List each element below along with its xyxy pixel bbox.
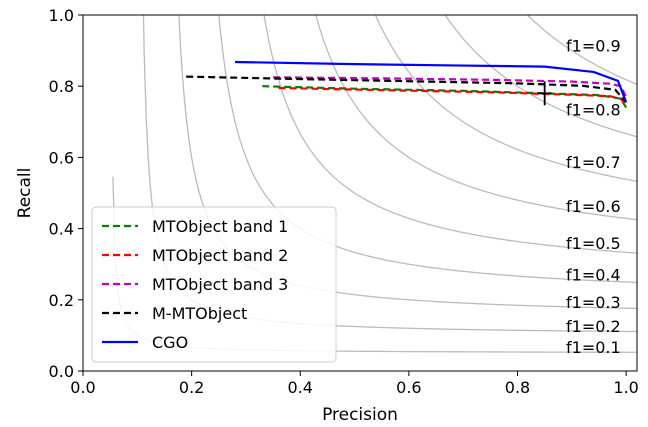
legend-label: MTObject band 3 bbox=[152, 275, 288, 294]
legend: MTObject band 1 MTObject band 2 MTObject b… bbox=[91, 206, 337, 363]
x-tick-label: 0.8 bbox=[505, 378, 530, 397]
pr-series bbox=[186, 60, 628, 109]
iso-f1-label: f1=0.1 bbox=[566, 338, 621, 357]
iso-f1-label: f1=0.3 bbox=[566, 293, 621, 312]
y-tick-label: 0.4 bbox=[49, 220, 74, 239]
iso-f1-curve bbox=[526, 15, 637, 86]
iso-f1-label: f1=0.2 bbox=[566, 317, 621, 336]
x-tick-label: 0.4 bbox=[288, 378, 313, 397]
operating-point-marker bbox=[537, 81, 552, 106]
x-tick-label: 0.2 bbox=[179, 378, 204, 397]
iso-f1-curve bbox=[263, 15, 637, 254]
plot-frame bbox=[82, 14, 638, 372]
y-tick-label: 0.6 bbox=[49, 148, 74, 167]
y-tick-label: 0.2 bbox=[49, 291, 74, 310]
x-axis-ticks: 0.0 0.2 0.4 0.6 0.8 1.0 bbox=[70, 371, 639, 397]
legend-box bbox=[91, 206, 337, 363]
legend-label: MTObject band 2 bbox=[152, 246, 288, 265]
x-axis-label: Precision bbox=[322, 405, 398, 425]
iso-f1-labels: f1=0.1 f1=0.2 f1=0.3 f1=0.4 f1=0.5 f1=0.6 f1=0… bbox=[566, 37, 621, 358]
legend-label: M-MTObject bbox=[152, 304, 247, 323]
iso-f1-label: f1=0.6 bbox=[566, 197, 621, 216]
legend-label: MTObject band 1 bbox=[152, 217, 288, 236]
x-tick-label: 1.0 bbox=[613, 378, 638, 397]
series-line bbox=[235, 60, 628, 103]
y-axis-label: Recall bbox=[15, 168, 35, 219]
y-tick-label: 0.8 bbox=[49, 77, 74, 96]
series-line bbox=[278, 86, 628, 107]
iso-f1-label: f1=0.7 bbox=[566, 153, 621, 172]
series-line bbox=[186, 75, 627, 103]
iso-f1-curve bbox=[444, 15, 637, 138]
legend-label: CGO bbox=[152, 333, 188, 352]
y-axis-ticks: 0.0 0.2 0.4 0.6 0.8 1.0 bbox=[49, 6, 83, 381]
iso-f1-label: f1=0.5 bbox=[566, 234, 621, 253]
iso-f1-label: f1=0.4 bbox=[566, 266, 621, 285]
y-tick-label: 0.0 bbox=[49, 362, 74, 381]
iso-f1-label: f1=0.8 bbox=[566, 101, 621, 120]
iso-f1-curve bbox=[374, 15, 637, 182]
x-tick-label: 0.0 bbox=[70, 378, 95, 397]
iso-f1-curve bbox=[315, 15, 637, 221]
iso-f1-label: f1=0.9 bbox=[566, 37, 621, 56]
x-tick-label: 0.6 bbox=[396, 378, 421, 397]
y-tick-label: 1.0 bbox=[49, 6, 74, 25]
